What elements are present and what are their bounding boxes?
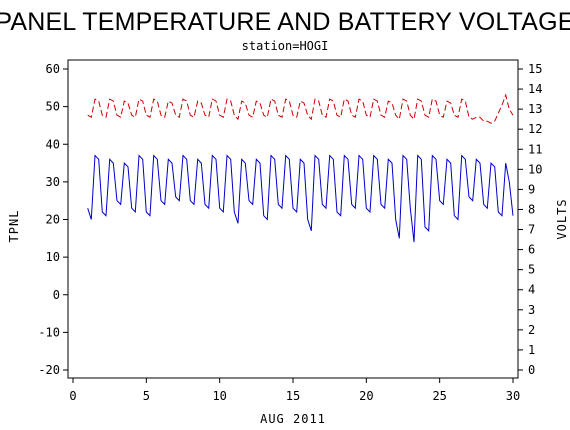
y-right-tick-label: 14 [528,82,542,96]
y-right-tick-label: 4 [528,283,535,297]
y-left-tick-label: 50 [46,100,60,114]
y-left-tick-label: 20 [46,213,60,227]
x-axis: 0 5 10 15 20 25 30 [69,378,520,403]
y-axis-right-label: VOLTS [555,198,569,239]
series-line-volts [87,93,514,124]
y-left-tick-label: 60 [46,62,60,76]
y-right-tick-label: 9 [528,182,535,196]
x-tick-label: 15 [286,389,300,403]
y-right-tick-label: 1 [528,343,535,357]
y-right-tick-label: 10 [528,162,542,176]
series-line-tpnl [87,154,514,243]
x-axis-label: AUG 2011 [260,412,326,426]
x-tick-label: 20 [359,389,373,403]
y-right-tick-label: 6 [528,243,535,257]
chart-title: PANEL TEMPERATURE AND BATTERY VOLTAGE [0,8,570,36]
series-layer [87,93,514,243]
y-right-tick-label: 8 [528,202,535,216]
y-right-tick-label: 5 [528,263,535,277]
chart-subtitle: station=HOGI [242,39,329,53]
y-left-tick-label: 0 [53,288,60,302]
x-tick-label: 5 [143,389,150,403]
y-left-tick-label: 40 [46,137,60,151]
y-right-tick-label: 7 [528,223,535,237]
y-left-tick-label: -20 [38,363,60,377]
y-right-tick-label: 11 [528,142,542,156]
x-tick-label: 10 [212,389,226,403]
y-left-tick-label: 30 [46,175,60,189]
y-right-tick-label: 2 [528,323,535,337]
y-right-tick-label: 13 [528,102,542,116]
y-axis-left: -20 -10 0 10 20 30 40 50 60 [38,62,68,377]
y-right-tick-label: 3 [528,303,535,317]
y-axis-left-label: TPNL [7,210,21,243]
y-right-tick-label: 15 [528,62,542,76]
x-tick-label: 30 [506,389,520,403]
y-left-tick-label: 10 [46,250,60,264]
y-right-tick-label: 12 [528,122,542,136]
x-tick-label: 0 [69,389,76,403]
y-right-tick-label: 0 [528,363,535,377]
x-tick-label: 25 [432,389,446,403]
y-left-tick-label: -10 [38,325,60,339]
plot-frame [67,59,519,379]
